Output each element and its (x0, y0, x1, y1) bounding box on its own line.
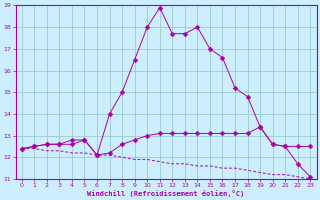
X-axis label: Windchill (Refroidissement éolien,°C): Windchill (Refroidissement éolien,°C) (87, 190, 245, 197)
